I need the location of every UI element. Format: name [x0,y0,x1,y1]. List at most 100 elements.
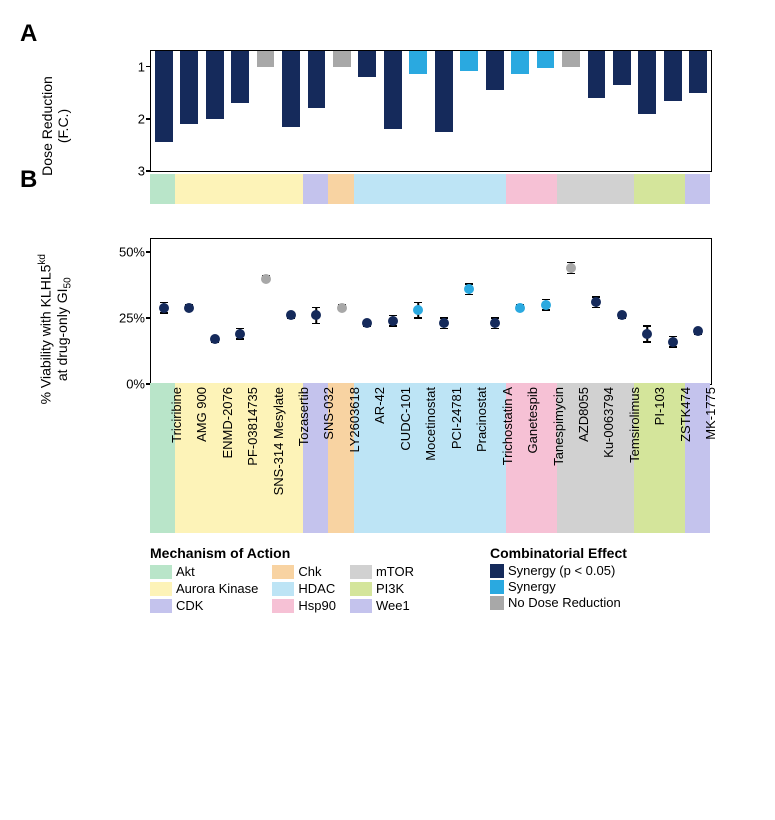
legend-swatch [272,582,294,596]
legend-label: HDAC [298,581,335,596]
xtick-label: Tanespimycin [551,387,566,466]
legend-moa-cols: Akt Aurora Kinase CDK Chk HDAC Hsp90 mTOR PI3K W… [150,563,414,614]
scatter-point [184,303,194,313]
xtick-label: PCI-24781 [449,387,464,449]
legend-item: Akt [150,564,258,579]
bar [435,51,453,132]
xtick-label: Temsirolimus [627,387,642,463]
scatter-point [515,303,525,313]
scatter-point [210,334,220,344]
scatter-point [388,316,398,326]
xtick-label: Ganetespib [525,387,540,454]
bar [588,51,606,98]
legend-label: Hsp90 [298,598,336,613]
scatter-point [362,318,372,328]
bar [638,51,656,114]
scatter-point [617,310,627,320]
moa-block [328,174,353,204]
moa-strip-bottom: TriciribineAMG 900ENMD-2076PF-03814735SN… [150,383,710,533]
xtick-label: PF-03814735 [245,387,260,466]
scatter-point [464,284,474,294]
legend-label: Wee1 [376,598,410,613]
legend-item: Wee1 [350,598,414,613]
bar [180,51,198,124]
xtick-label: ENMD-2076 [220,387,235,459]
moa-block [354,174,507,204]
legend-label: Chk [298,564,321,579]
scatter-point [541,300,551,310]
bar [257,51,275,67]
legend-item: mTOR [350,564,414,579]
xtick-label: AMG 900 [194,387,209,442]
ytick-label: 0% [126,377,151,392]
legend-item: Hsp90 [272,598,336,613]
moa-block [506,174,557,204]
legend-swatch [150,582,172,596]
legend-item: CDK [150,598,258,613]
bar [231,51,249,103]
legend-label: No Dose Reduction [508,595,621,610]
legend-swatch [150,565,172,579]
moa-block [303,174,328,204]
legend-swatch [350,582,372,596]
bar [511,51,529,74]
xtick-label: PI-103 [652,387,667,425]
legend-item: Chk [272,564,336,579]
scatter-point [286,310,296,320]
xtick-label: Mocetinostat [423,387,438,461]
panel-a-ylabel: Dose Reduction(F.C.) [39,56,71,196]
moa-block [634,174,685,204]
xtick-label: SNS-032 [321,387,336,440]
bar [562,51,580,67]
legend-label: Aurora Kinase [176,581,258,596]
bar [486,51,504,90]
bar [460,51,478,71]
scatter-point [337,303,347,313]
error-cap [643,325,651,327]
legend-item: Synergy [490,579,627,594]
legend-swatch [490,580,504,594]
bar [409,51,427,74]
legend-moa-title: Mechanism of Action [150,545,414,561]
legend-swatch [272,599,294,613]
legend-item: Synergy (p < 0.05) [490,563,627,578]
ytick-label: 3 [138,164,151,179]
scatter-point [311,310,321,320]
bar [537,51,555,68]
legend-swatch [150,599,172,613]
moa-block [150,174,175,204]
bar [206,51,224,119]
error-cap [414,317,422,319]
xtick-label: CUDC-101 [398,387,413,451]
error-cap [312,323,320,325]
legend-label: Synergy [508,579,556,594]
legend-label: mTOR [376,564,414,579]
scatter-point [693,326,703,336]
ytick-label: 50% [119,245,151,260]
legend-label: PI3K [376,581,404,596]
legend-swatch [350,599,372,613]
scatter-point [642,329,652,339]
xtick-label: ZSTK474 [678,387,693,442]
legend-swatch [272,565,294,579]
xtick-label: AR-42 [372,387,387,424]
xtick-label: Ku-0063794 [601,387,616,458]
ytick-label: 25% [119,311,151,326]
bar [613,51,631,85]
scatter-point [413,305,423,315]
bar [333,51,351,67]
scatter-point [235,329,245,339]
xtick-label: AZD8055 [576,387,591,442]
scatter-point [566,263,576,273]
legend-item: HDAC [272,581,336,596]
legend-item: No Dose Reduction [490,595,627,610]
scatter-point [490,318,500,328]
panel-b-ylabel: % Viability with KLHL5kdat drug-only GI5… [37,239,73,419]
scatter-point [159,303,169,313]
legend-swatch [350,565,372,579]
ytick-label: 1 [138,59,151,74]
legend-label: CDK [176,598,203,613]
legend-col: Akt Aurora Kinase CDK [150,563,258,614]
legend-moa: Mechanism of Action Akt Aurora Kinase CDK Ch… [150,545,414,614]
bar [308,51,326,108]
